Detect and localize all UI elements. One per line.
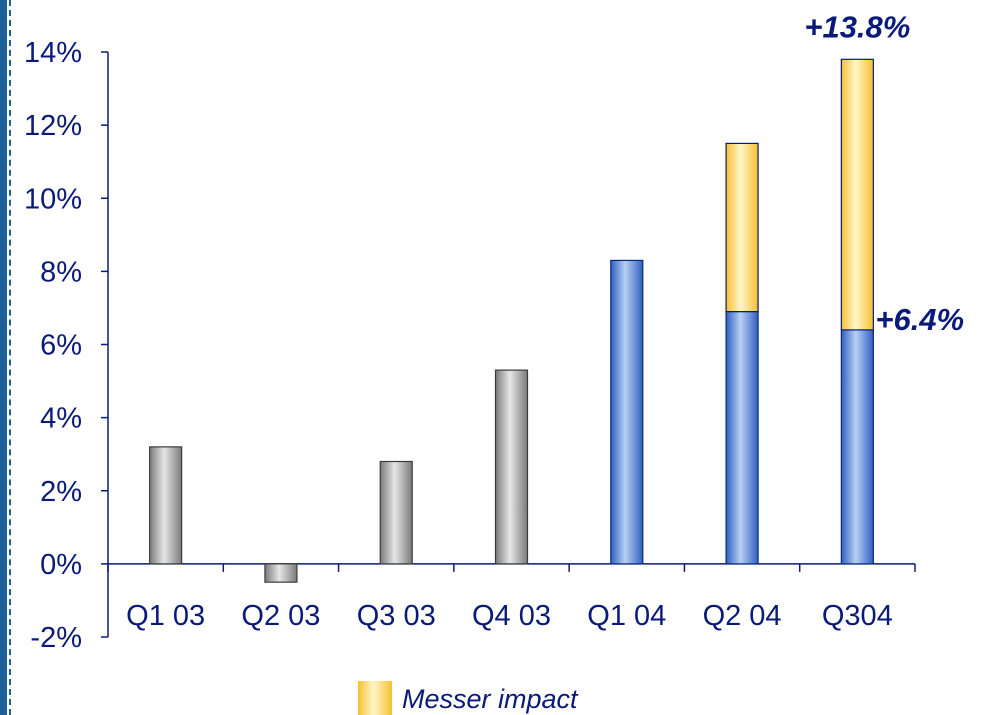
y-tick-label: -2% bbox=[30, 622, 82, 654]
bar-base-q3-03 bbox=[379, 460, 413, 565]
y-tick-label: 4% bbox=[40, 403, 82, 435]
annotation-total: +13.8% bbox=[804, 9, 910, 44]
x-category-label: Q1 03 bbox=[126, 600, 205, 632]
x-category-label: Q4 03 bbox=[472, 600, 551, 632]
bar-base-q2-04 bbox=[725, 310, 759, 565]
bar-base-q4-03 bbox=[494, 369, 529, 565]
bar-base-q2-03 bbox=[264, 563, 298, 583]
legend-swatch-messer bbox=[358, 681, 392, 715]
y-tick-label: 6% bbox=[40, 330, 82, 362]
bar-base-q304 bbox=[840, 329, 874, 565]
x-category-label: Q3 03 bbox=[357, 600, 436, 632]
frame-dashed-line bbox=[9, 0, 11, 715]
y-tick-label: 8% bbox=[40, 256, 82, 288]
y-tick-label: 2% bbox=[40, 476, 82, 508]
labels: -2% 0% 2% 4% 6% 8% 10% 12% 14% Q1 03 Q2 03 Q3 03 Q4 … bbox=[24, 9, 964, 654]
legend-label-messer: Messer impact bbox=[402, 684, 579, 714]
bars bbox=[149, 58, 874, 583]
x-category-label: Q2 03 bbox=[241, 600, 320, 632]
bar-base-q1-03 bbox=[149, 446, 183, 565]
y-tick-label: 10% bbox=[24, 183, 82, 215]
bar-messer-q2-04 bbox=[725, 142, 759, 313]
legend: Messer impact bbox=[358, 681, 579, 715]
x-category-label: Q304 bbox=[822, 600, 893, 632]
bar-messer-q304 bbox=[840, 58, 874, 331]
x-category-label: Q1 04 bbox=[587, 600, 666, 632]
y-tick-label: 14% bbox=[24, 37, 82, 69]
annotation-base: +6.4% bbox=[875, 302, 964, 337]
y-tick-label: 12% bbox=[24, 110, 82, 142]
frame-border bbox=[0, 0, 7, 715]
y-tick-label: 0% bbox=[40, 549, 82, 581]
x-category-label: Q2 04 bbox=[703, 600, 782, 632]
bar-base-q1-04 bbox=[610, 259, 644, 565]
